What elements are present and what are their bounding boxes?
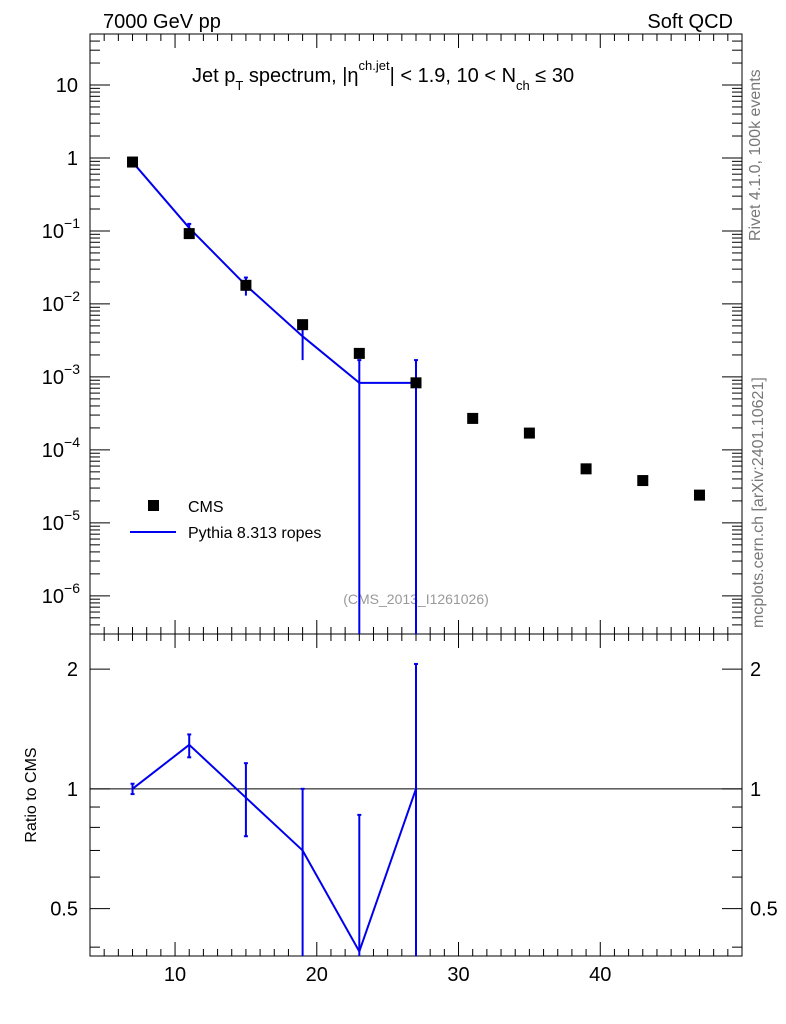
y-tick-label-ratio-left: 2 xyxy=(67,659,78,681)
x-tick-label: 40 xyxy=(589,964,611,986)
x-tick-label: 10 xyxy=(164,964,186,986)
y-tick-label-ratio-left: 1 xyxy=(67,779,78,801)
ratio-ylabel: Ratio to CMS xyxy=(23,747,40,842)
y-tick-label-main: 10−2 xyxy=(42,288,80,316)
header-right-label: Soft QCD xyxy=(647,11,733,33)
x-tick-label: 30 xyxy=(447,964,469,986)
cms-data-point xyxy=(693,489,705,501)
y-tick-label-main: 10−3 xyxy=(42,361,80,389)
y-tick-label-main: 10−4 xyxy=(42,434,80,462)
cms-data-point xyxy=(467,412,479,424)
ratio-line xyxy=(131,743,417,954)
legend-label-pythia: Pythia 8.313 ropes xyxy=(188,525,321,542)
y-tick-label-ratio-right: 2 xyxy=(750,659,761,681)
y-tick-label-ratio-left: 0.5 xyxy=(50,899,78,921)
cms-data-point xyxy=(637,475,649,487)
y-tick-label-main: 10−6 xyxy=(42,580,80,608)
pythia-line xyxy=(131,161,416,384)
main-title: Jet pT spectrum, |ηch.jet| < 1.9, 10 < N… xyxy=(192,58,574,93)
cms-data-point xyxy=(240,279,252,291)
axis-ticks-layer: 10 20 30 40 10 1 10−1 10−2 10−3 10−4 10−5 10−6 0.5 0.… xyxy=(42,33,778,986)
side-label-mcplots: mcplots.cern.ch [arXiv:2401.10621] xyxy=(750,377,767,628)
header-left-label: 7000 GeV pp xyxy=(103,11,221,33)
y-tick-label-main: 10−5 xyxy=(42,507,80,535)
cms-data-point xyxy=(580,463,592,475)
data-layer xyxy=(90,156,742,956)
legend-marker-cms xyxy=(148,500,159,511)
cms-data-point xyxy=(183,228,195,240)
x-tick-label: 20 xyxy=(306,964,328,986)
y-tick-label-ratio-right: 1 xyxy=(750,779,761,801)
y-tick-label-main: 10−1 xyxy=(42,215,80,243)
cms-data-point xyxy=(297,319,309,331)
cms-data-point xyxy=(523,427,535,439)
cms-data-point xyxy=(353,347,365,359)
cms-data-point xyxy=(410,377,422,389)
y-tick-label-main: 10 xyxy=(56,75,78,97)
cms-data-point xyxy=(127,156,139,168)
y-tick-label-ratio-right: 0.5 xyxy=(750,899,778,921)
y-tick-label-main: 1 xyxy=(67,148,78,170)
legend-label-cms: CMS xyxy=(188,499,224,516)
side-label-rivet: Rivet 4.1.0, 100k events xyxy=(747,69,764,241)
